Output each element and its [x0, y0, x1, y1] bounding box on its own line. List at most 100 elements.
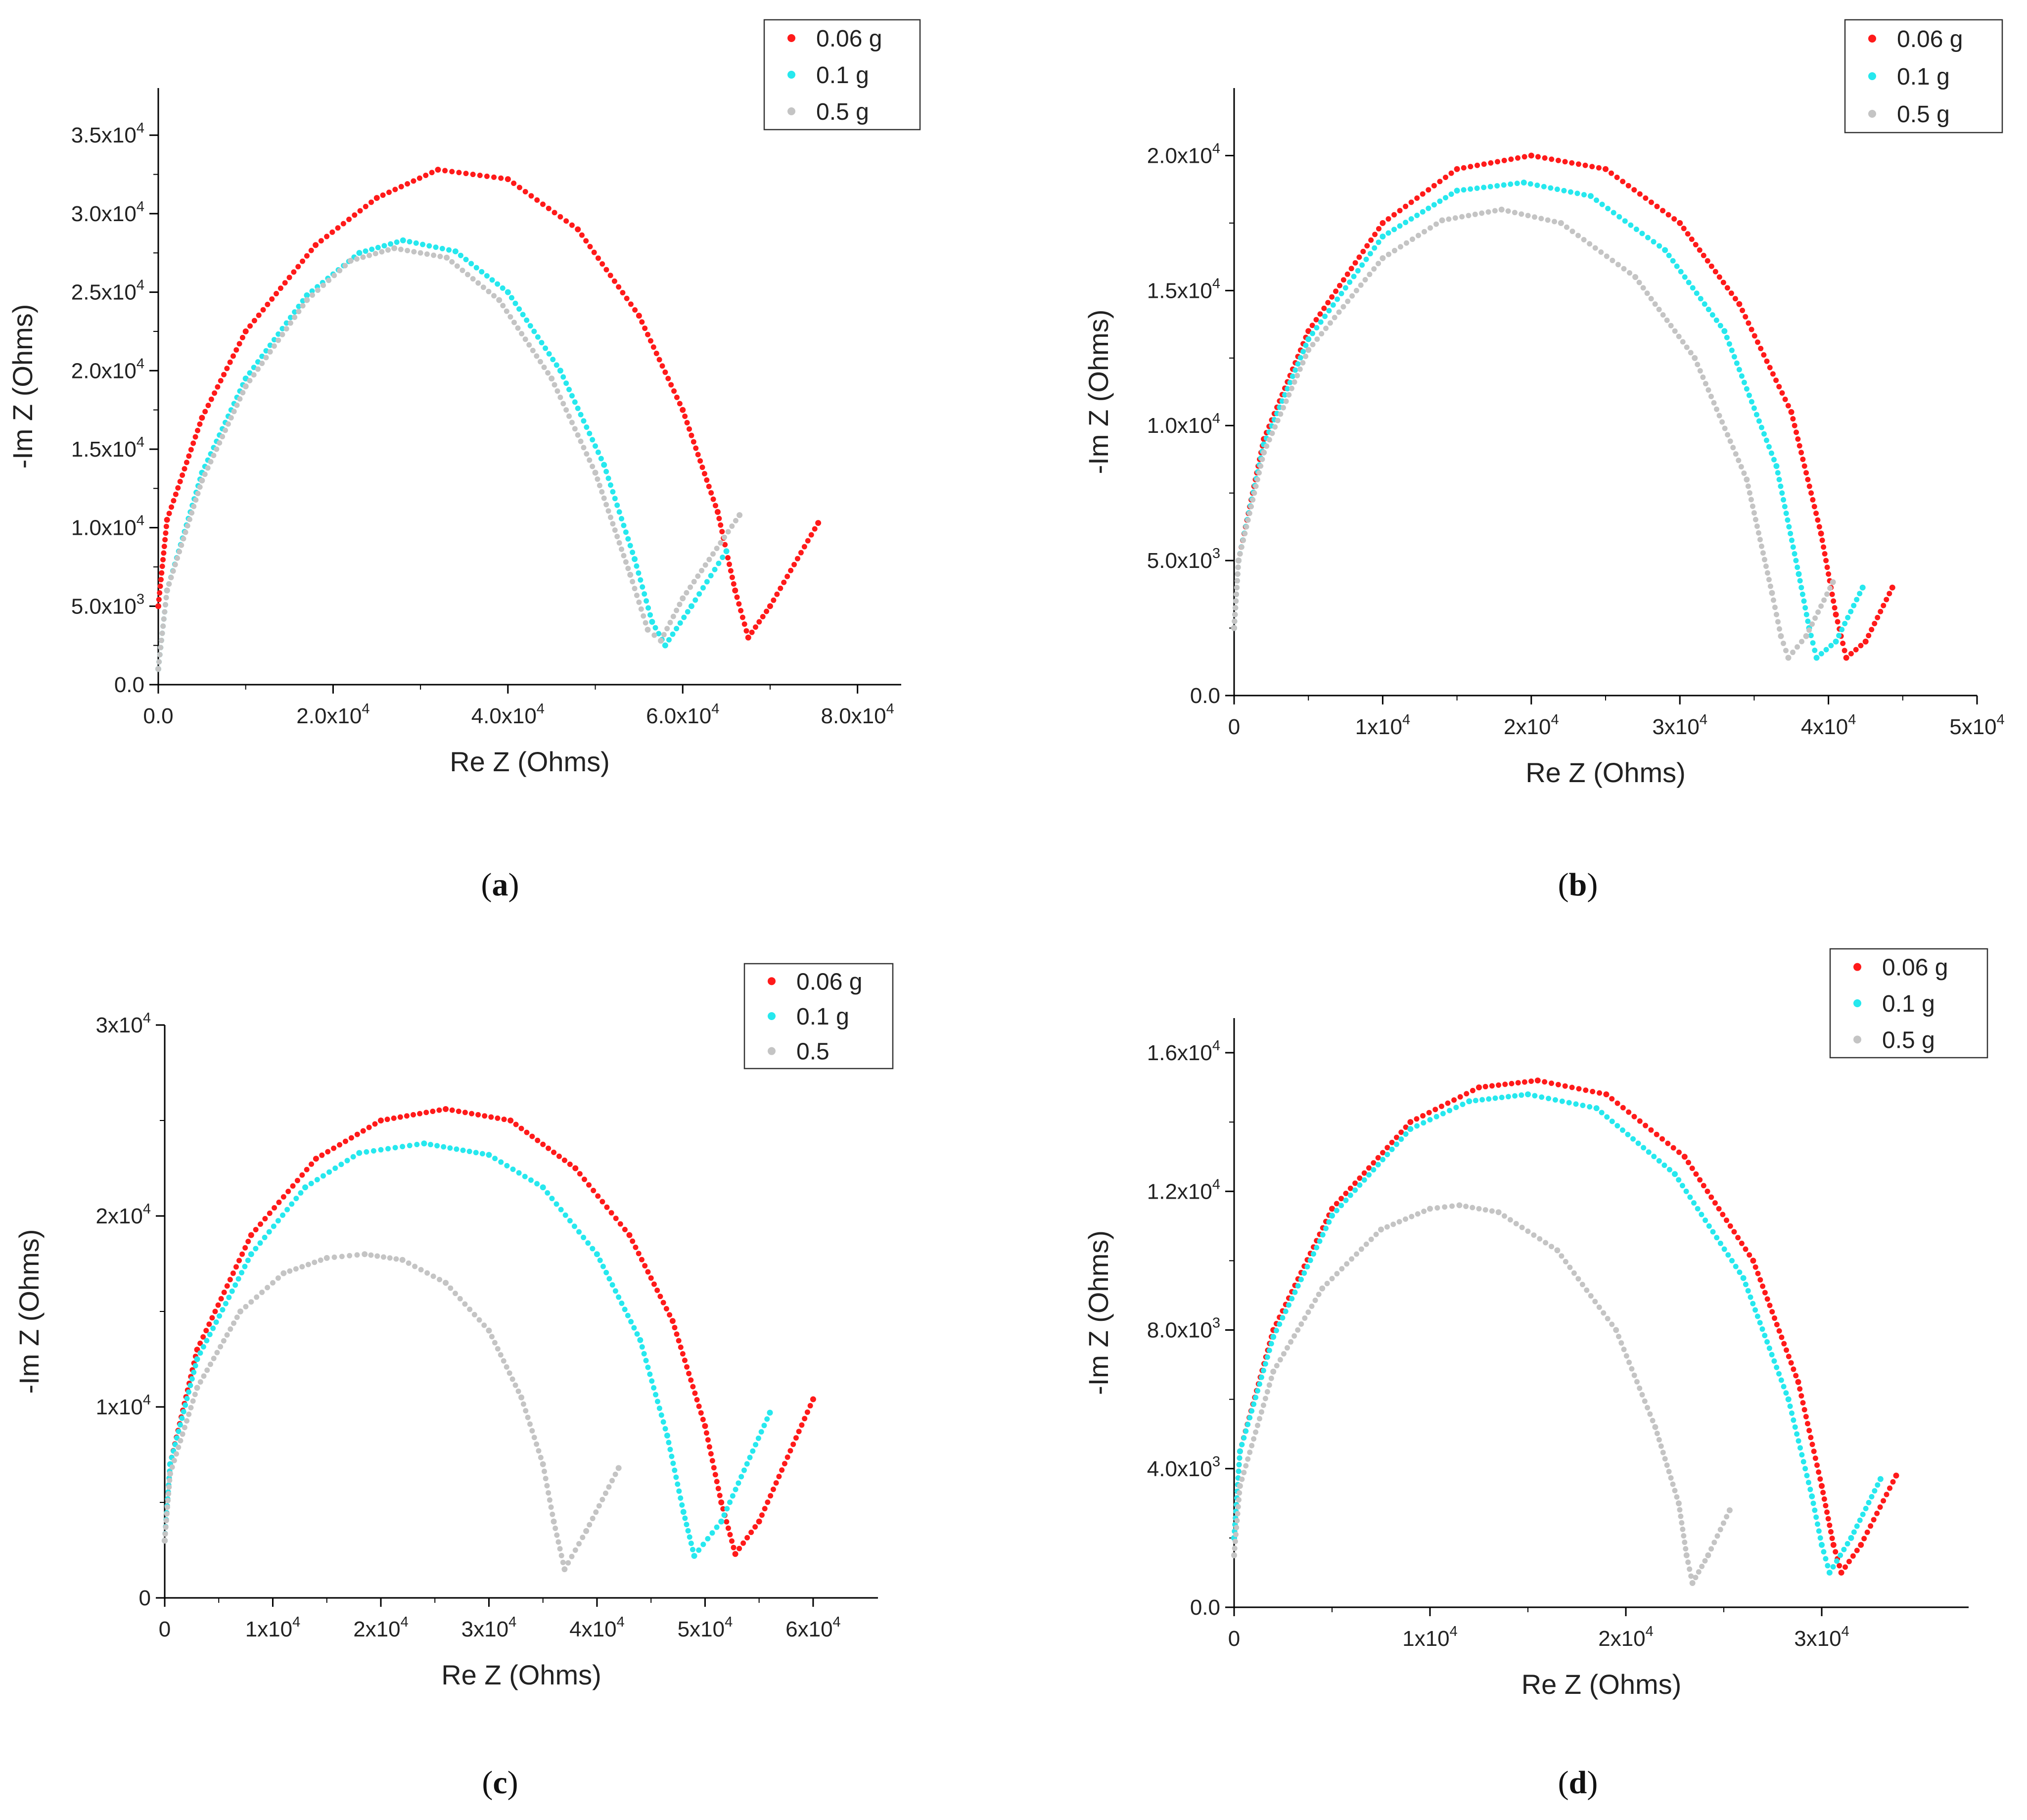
data-marker: [178, 1438, 184, 1444]
data-marker: [801, 544, 807, 550]
data-marker: [623, 529, 629, 535]
data-marker: [692, 597, 698, 603]
data-marker: [158, 638, 164, 644]
data-marker: [1800, 1400, 1806, 1406]
data-marker: [1764, 1296, 1770, 1302]
data-marker: [1729, 347, 1735, 353]
data-marker: [1674, 263, 1680, 269]
data-point: [242, 328, 249, 334]
data-marker: [527, 1421, 533, 1427]
data-point: [1838, 1569, 1844, 1576]
data-marker: [1679, 1183, 1685, 1189]
data-marker: [1799, 591, 1805, 597]
data-marker: [1574, 190, 1580, 196]
data-marker: [1853, 647, 1859, 653]
data-marker: [167, 1478, 173, 1484]
data-marker: [684, 1364, 690, 1370]
data-marker: [181, 536, 186, 542]
data-marker: [581, 418, 587, 424]
data-marker: [1338, 290, 1344, 296]
data-marker: [1474, 185, 1480, 191]
data-point: [594, 1251, 600, 1258]
data-point: [732, 1551, 738, 1557]
data-marker: [169, 504, 175, 510]
data-marker: [210, 1325, 216, 1331]
data-marker: [434, 1143, 440, 1149]
data-marker: [1305, 1309, 1311, 1315]
data-marker: [670, 1460, 676, 1466]
data-marker: [207, 1361, 213, 1367]
data-marker: [634, 1331, 640, 1337]
data-marker: [607, 482, 613, 488]
data-marker: [259, 1289, 265, 1295]
data-marker: [200, 1344, 206, 1350]
data-marker: [1733, 1263, 1739, 1269]
data-marker: [725, 529, 731, 535]
data-marker: [197, 1379, 203, 1385]
data-marker: [1295, 361, 1301, 367]
data-marker: [1812, 1507, 1818, 1513]
data-marker: [1446, 216, 1452, 222]
data-marker: [192, 1363, 198, 1369]
data-point: [1305, 328, 1312, 334]
data-point: [1809, 1493, 1815, 1499]
data-marker: [1763, 437, 1769, 443]
data-point: [162, 1538, 168, 1544]
data-marker: [276, 1199, 282, 1205]
data-marker: [1727, 438, 1733, 444]
data-marker: [340, 221, 346, 227]
data-marker: [1323, 326, 1329, 331]
data-marker: [1414, 212, 1420, 218]
data-point: [1819, 1483, 1825, 1489]
data-marker: [724, 1506, 730, 1512]
data-marker: [730, 1493, 736, 1499]
data-marker: [416, 175, 422, 181]
data-marker: [1618, 1340, 1624, 1346]
data-marker: [467, 1307, 473, 1312]
data-marker: [1284, 1345, 1290, 1351]
data-marker: [325, 1149, 331, 1155]
data-marker: [672, 1325, 678, 1331]
data-marker: [163, 595, 169, 601]
data-marker: [1356, 254, 1362, 260]
data-marker: [504, 1364, 509, 1370]
data-marker: [622, 1226, 628, 1232]
data-marker: [233, 347, 239, 353]
data-marker: [1325, 300, 1331, 306]
data-marker: [1294, 373, 1300, 378]
data-marker: [1645, 234, 1651, 240]
data-marker: [1246, 511, 1252, 516]
data-marker: [1309, 1303, 1315, 1309]
data-marker: [1251, 1401, 1257, 1407]
data-marker: [1384, 1224, 1390, 1230]
data-marker: [696, 1547, 702, 1553]
data-marker: [1535, 154, 1541, 160]
data-marker: [641, 613, 646, 619]
data-marker: [1322, 313, 1328, 319]
series-2: [1231, 1091, 1884, 1576]
data-marker: [1637, 191, 1643, 197]
data-marker: [1559, 1098, 1565, 1104]
data-marker: [263, 355, 269, 361]
data-marker: [764, 608, 770, 614]
x-axis-title: Re Z (Ohms): [450, 746, 610, 777]
data-marker: [412, 1263, 418, 1269]
data-marker: [547, 1497, 553, 1503]
data-marker: [776, 1474, 782, 1480]
data-marker: [1479, 1097, 1485, 1103]
data-marker: [1235, 564, 1241, 570]
data-marker: [1861, 1536, 1867, 1541]
data-marker: [540, 201, 546, 207]
data-marker: [684, 590, 690, 596]
data-marker: [540, 1141, 546, 1147]
data-marker: [661, 632, 667, 638]
data-marker: [1812, 1455, 1818, 1461]
data-marker: [1639, 231, 1645, 236]
data-marker: [1616, 214, 1622, 220]
data-marker: [488, 1114, 494, 1120]
data-marker: [187, 1383, 193, 1389]
data-marker: [1813, 511, 1819, 516]
data-marker: [1403, 240, 1409, 246]
data-marker: [1580, 1103, 1586, 1109]
data-marker: [1451, 1097, 1457, 1103]
